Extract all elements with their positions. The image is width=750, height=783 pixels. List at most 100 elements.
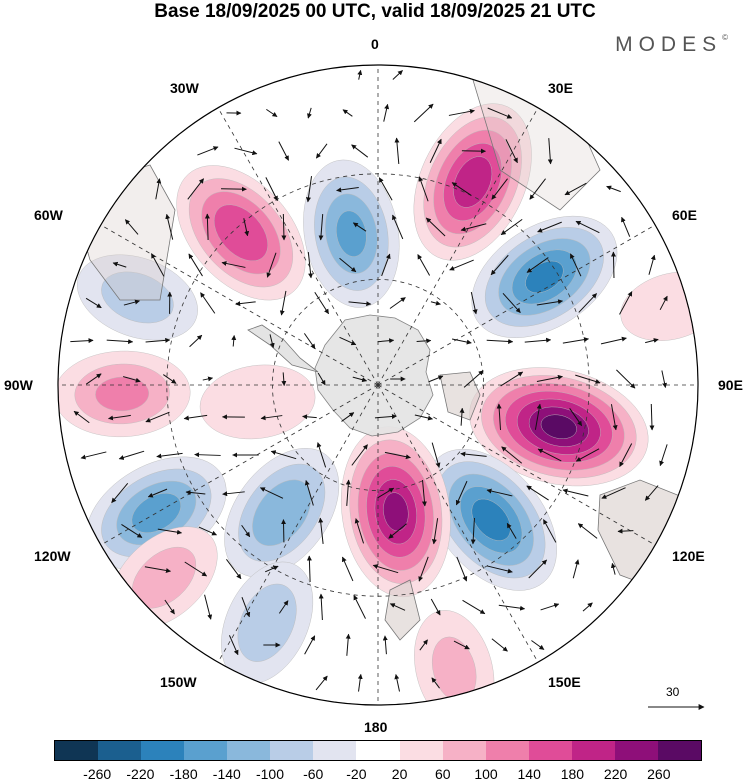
colorbar-tick-label: -260 (83, 766, 112, 782)
lon-label-30w: 30W (170, 80, 199, 96)
wind-arrow (151, 253, 165, 277)
wind-arrow (353, 594, 366, 619)
wind-arrow (543, 519, 557, 543)
colorbar-segment-3 (184, 741, 228, 760)
lon-label-90e: 90E (718, 377, 743, 393)
lon-label-120e: 120E (672, 548, 705, 564)
colorbar-tick-label: 140 (517, 766, 541, 782)
wind-arrow (354, 518, 365, 544)
lon-label-180: 180 (364, 719, 388, 735)
wind-arrow (383, 103, 390, 122)
wind-arrow (189, 334, 203, 348)
colorbar-tick-label: 20 (391, 766, 408, 782)
wind-arrow (600, 336, 627, 345)
lon-label-150e: 150E (548, 674, 581, 690)
colorbar-segment-9 (442, 741, 486, 760)
wind-arrow (486, 338, 514, 344)
wind-arrow (243, 218, 250, 237)
wind-arrow (659, 444, 668, 467)
wind-arrow (163, 374, 177, 384)
wind-arrow (417, 254, 431, 276)
wind-arrow (449, 259, 474, 271)
wind-arrow (649, 403, 655, 431)
wind-arrow (619, 291, 633, 315)
anomaly-contour (237, 583, 297, 662)
wind-arrow (342, 109, 353, 117)
wind-arrow (381, 253, 391, 277)
anomaly-center-0 (176, 165, 306, 301)
wind-arrow (648, 254, 656, 275)
colorbar-segment-5 (270, 741, 314, 760)
arrow-right-icon (648, 704, 705, 710)
wind-arrow (221, 186, 247, 192)
wind-arrow (392, 70, 403, 80)
meridian-line (377, 384, 539, 663)
wind-arrow (157, 528, 183, 535)
wind-arrow (388, 523, 407, 539)
wind-arrow (377, 487, 395, 499)
wind-arrow (575, 448, 600, 462)
wind-arrow (204, 594, 213, 620)
wind-arrow (506, 522, 517, 539)
wind-arrow (575, 374, 601, 384)
lon-label-0: 0 (371, 36, 379, 52)
colorbar (54, 740, 702, 761)
wind-arrow (226, 558, 242, 580)
wind-arrow (562, 488, 589, 497)
wind-arrow (306, 176, 313, 203)
wind-arrow (496, 403, 502, 431)
wind-arrow (431, 442, 441, 468)
colorbar-segment-12 (571, 741, 615, 760)
wind-arrow (389, 297, 406, 309)
anomaly-contour (453, 156, 493, 208)
wind-arrow (336, 186, 359, 193)
wind-arrow (621, 216, 631, 237)
wind-arrow (659, 295, 668, 311)
wind-arrow (307, 107, 312, 119)
wind-arrow (222, 491, 245, 497)
wind-arrow (155, 178, 162, 200)
wind-arrow (122, 376, 141, 383)
wind-arrow (526, 257, 549, 273)
antarctica-landmass (247, 314, 434, 437)
wind-arrow (341, 412, 355, 422)
wind-arrow (619, 443, 633, 467)
colorbar-segment-6 (313, 741, 357, 760)
wind-arrow (425, 217, 446, 237)
wind-arrow (572, 559, 580, 579)
wind-arrow (228, 635, 239, 656)
wind-arrow (562, 337, 589, 344)
wind-arrow (118, 450, 145, 460)
wind-arrow (537, 221, 562, 233)
wind-arrow (259, 487, 284, 499)
wind-arrow (431, 518, 439, 545)
lon-label-30e: 30E (548, 80, 573, 96)
anomaly-contour (471, 498, 511, 541)
wind-arrow (384, 451, 411, 460)
wind-arrow (431, 677, 440, 689)
wind-arrow (345, 479, 351, 507)
map-title: Base 18/09/2025 00 UTC, valid 18/09/2025… (154, 1, 596, 22)
anomaly-center-3 (471, 215, 618, 338)
brand-mark: © (722, 33, 728, 42)
wind-arrow (165, 213, 174, 240)
anomaly-center-11 (58, 350, 191, 438)
wind-arrow (418, 176, 429, 202)
wind-arrow (279, 290, 287, 316)
anomaly-center-13 (199, 364, 316, 440)
anomaly-center-9 (221, 561, 314, 684)
wind-arrow (85, 297, 102, 309)
wind-arrow (455, 480, 468, 506)
colorbar-segment-2 (141, 741, 185, 760)
wind-arrow (644, 485, 659, 501)
anomaly-center-10 (110, 526, 218, 629)
wind-arrow (185, 489, 206, 495)
meridian-line (377, 384, 656, 546)
colorbar-tick-label: -60 (303, 766, 324, 782)
wind-arrow (505, 139, 518, 164)
wind-arrow (306, 555, 312, 583)
wind-arrow (197, 146, 219, 156)
wind-arrow (145, 337, 171, 343)
wind-arrow (307, 252, 314, 279)
wind-arrow (540, 603, 560, 611)
